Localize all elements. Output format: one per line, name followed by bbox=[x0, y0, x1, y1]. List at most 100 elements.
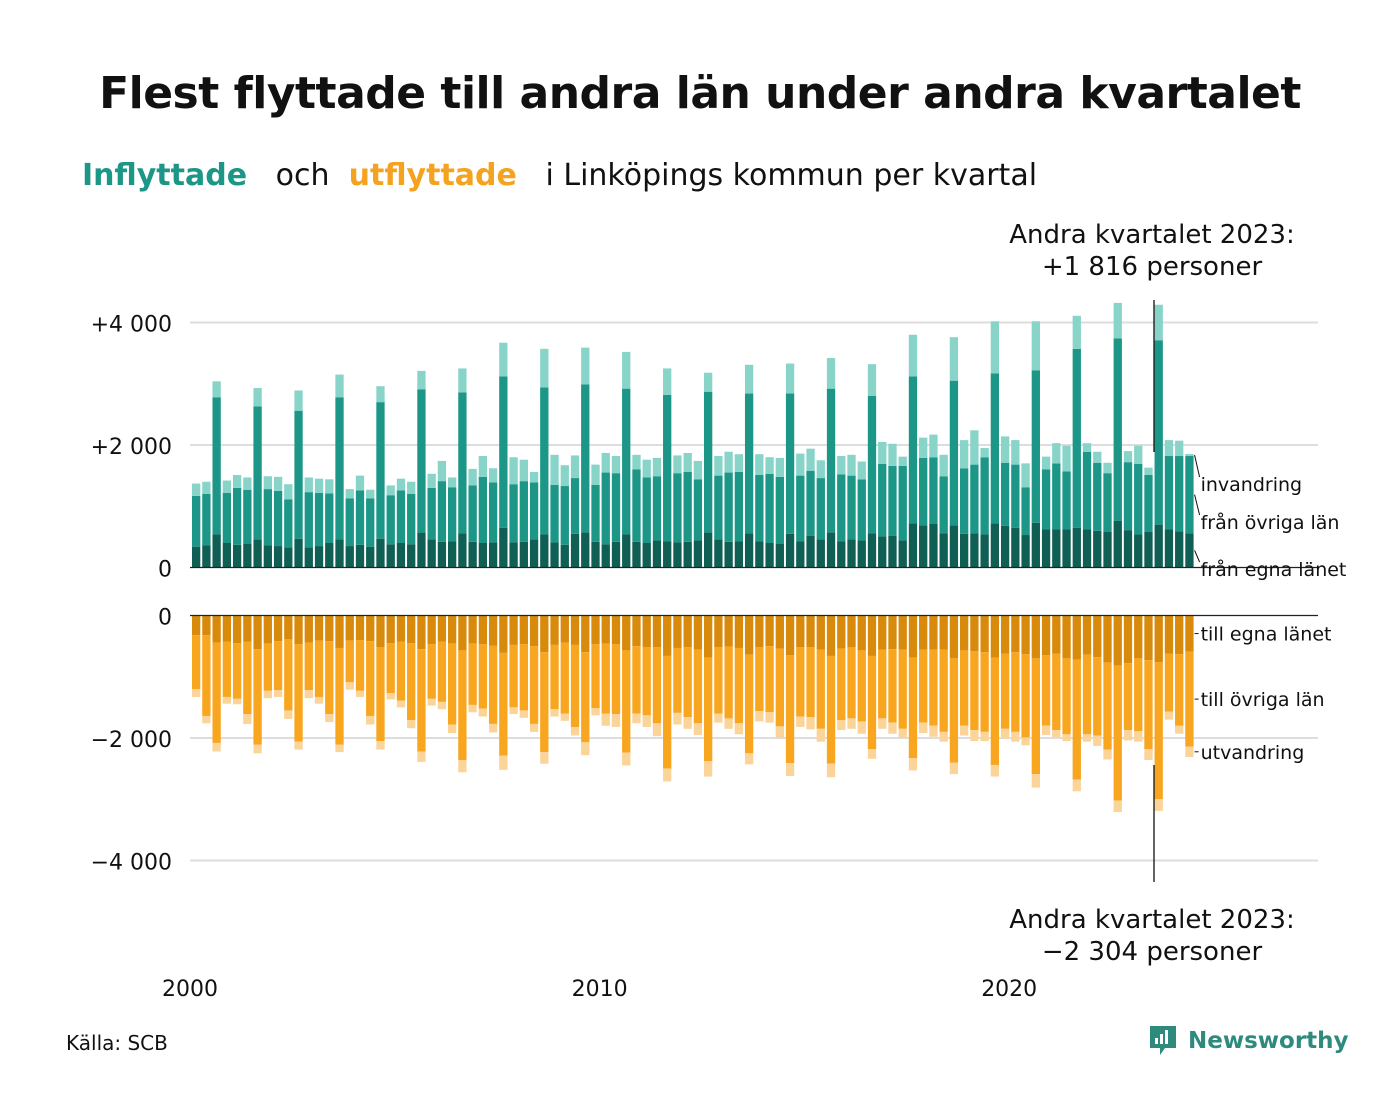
outflow-bar-utvandring bbox=[437, 701, 447, 710]
inflow-bar-invandring bbox=[775, 457, 784, 477]
inflow-bar-ovriga bbox=[898, 465, 907, 541]
inflow-bar-invandring bbox=[560, 465, 569, 487]
inflow-bar-ovriga bbox=[284, 499, 293, 548]
outflow-bar-egna bbox=[693, 615, 703, 650]
inflow-bar-invandring bbox=[816, 460, 825, 479]
inflow-bar-invandring bbox=[478, 456, 488, 477]
inflow-bar-invandring bbox=[273, 476, 283, 491]
outflow-bar-egna bbox=[458, 615, 467, 651]
inflow-bar-invandring bbox=[826, 358, 836, 389]
inflow-bar-ovriga bbox=[263, 489, 272, 546]
inflow-bar-ovriga bbox=[826, 388, 836, 533]
inflow-bar-ovriga bbox=[1164, 456, 1174, 530]
outflow-bar-egna bbox=[704, 615, 713, 658]
outflow-bar-egna bbox=[867, 615, 877, 656]
inflow-bar-egna bbox=[673, 542, 682, 568]
inflow-bar-ovriga bbox=[867, 396, 877, 534]
outflow-bar-utvandring bbox=[529, 723, 539, 732]
inflow-bar-ovriga bbox=[1175, 456, 1184, 532]
inflow-bar-egna bbox=[1164, 529, 1174, 568]
outflow-bar-utvandring bbox=[202, 715, 211, 724]
inflow-bar-ovriga bbox=[642, 477, 651, 543]
inflow-bar-egna bbox=[304, 547, 313, 568]
outflow-bar-utvandring bbox=[888, 722, 897, 734]
inflow-bar-ovriga bbox=[448, 487, 457, 542]
inflow-bar-invandring bbox=[417, 370, 426, 390]
inflow-bar-invandring bbox=[294, 390, 303, 411]
outflow-bar-utvandring bbox=[1052, 730, 1061, 738]
outflow-bar-ovriga bbox=[744, 654, 754, 754]
outflow-bar-utvandring bbox=[908, 758, 918, 771]
outflow-bar-ovriga bbox=[857, 650, 866, 722]
outflow-bar-utvandring bbox=[898, 728, 907, 738]
inflow-bar-ovriga bbox=[458, 392, 467, 534]
inflow-bar-egna bbox=[540, 534, 549, 568]
outflow-bar-utvandring bbox=[1072, 779, 1081, 792]
outflow-bar-egna bbox=[427, 615, 436, 645]
inflow-bar-invandring bbox=[284, 484, 293, 500]
outflow-bar-utvandring bbox=[1164, 711, 1174, 720]
inflow-bar-ovriga bbox=[970, 464, 979, 534]
outflow-bar-ovriga bbox=[488, 645, 498, 724]
inflow-bar-egna bbox=[314, 546, 324, 568]
inflow-bar-invandring bbox=[222, 480, 232, 493]
inflow-bar-ovriga bbox=[427, 487, 436, 540]
inflow-bar-invandring bbox=[970, 430, 979, 465]
subtitle-outflow-word: utflyttade bbox=[348, 158, 517, 193]
inflow-bar-invandring bbox=[663, 368, 672, 395]
series-label-leader bbox=[1194, 454, 1201, 478]
inflow-bar-invandring bbox=[386, 485, 395, 496]
inflow-bar-invandring bbox=[1093, 451, 1102, 463]
outflow-bar-utvandring bbox=[386, 693, 395, 700]
outflow-bar-egna bbox=[263, 615, 272, 644]
outflow-bar-egna bbox=[980, 615, 989, 653]
outflow-bar-egna bbox=[1062, 615, 1071, 659]
inflow-bar-invandring bbox=[714, 456, 723, 476]
inflow-bars bbox=[192, 302, 1194, 568]
inflow-bar-egna bbox=[488, 542, 498, 568]
series-label-inflow-egna: från egna länet bbox=[1201, 558, 1347, 581]
outflow-bar-utvandring bbox=[263, 690, 272, 699]
outflow-bar-ovriga bbox=[1103, 662, 1112, 750]
outflow-bar-egna bbox=[960, 615, 969, 651]
outflow-bar-egna bbox=[601, 615, 610, 644]
y-tick-label: 0 bbox=[158, 558, 172, 583]
inflow-bar-invandring bbox=[704, 372, 713, 392]
outflow-bar-egna bbox=[1041, 615, 1051, 656]
inflow-bar-egna bbox=[1103, 531, 1112, 568]
outflow-bar-utvandring bbox=[376, 741, 385, 750]
outflow-bar-ovriga bbox=[325, 641, 334, 715]
outflow-bar-utvandring bbox=[970, 730, 979, 742]
inflow-bar-ovriga bbox=[396, 490, 406, 543]
y-tick-label: +2 000 bbox=[91, 435, 172, 460]
inflow-bar-invandring bbox=[345, 489, 354, 499]
outflow-bar-egna bbox=[314, 615, 324, 641]
outflow-bar-ovriga bbox=[335, 647, 344, 745]
outflow-bar-egna bbox=[611, 615, 621, 645]
inflow-bar-egna bbox=[1134, 534, 1143, 568]
series-label-leader bbox=[1194, 550, 1201, 563]
outflow-bar-egna bbox=[335, 615, 344, 648]
inflow-bar-ovriga bbox=[192, 495, 201, 547]
inflow-bar-egna bbox=[284, 547, 293, 568]
inflow-bar-invandring bbox=[427, 473, 436, 488]
outflow-bar-ovriga bbox=[929, 649, 938, 726]
inflow-bar-ovriga bbox=[591, 484, 600, 542]
outflow-bar-utvandring bbox=[867, 749, 877, 759]
outflow-bar-ovriga bbox=[263, 643, 272, 691]
inflow-bar-egna bbox=[990, 523, 1000, 568]
outflow-bar-ovriga bbox=[1113, 665, 1122, 801]
outflow-bar-egna bbox=[591, 615, 600, 645]
y-tick-label: +4 000 bbox=[91, 313, 172, 338]
outflow-bar-ovriga bbox=[396, 641, 406, 701]
outflow-bar-utvandring bbox=[284, 710, 293, 720]
outflow-bar-utvandring bbox=[550, 709, 559, 717]
outflow-bar-ovriga bbox=[448, 643, 457, 725]
inflow-bar-invandring bbox=[212, 381, 221, 398]
inflow-bar-ovriga bbox=[294, 410, 303, 539]
outflow-bar-ovriga bbox=[192, 635, 201, 689]
inflow-bar-ovriga bbox=[437, 481, 447, 542]
inflow-bar-invandring bbox=[765, 457, 774, 474]
outflow-bar-ovriga bbox=[284, 639, 293, 711]
subtitle-rest: i Linköpings kommun per kvartal bbox=[545, 158, 1038, 193]
